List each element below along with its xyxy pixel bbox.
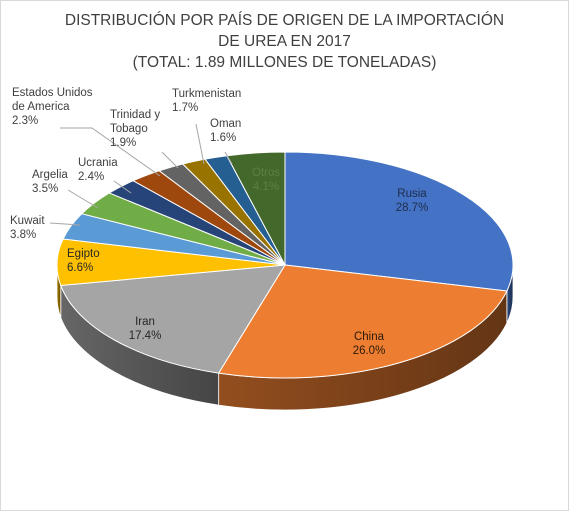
leader-line-argelia (67, 189, 99, 209)
slice-rusia (284, 151, 514, 292)
data-label-category: Kuwait (10, 215, 45, 227)
data-label-value: 2.3% (12, 115, 38, 127)
data-label-category: Tobago (110, 123, 148, 135)
data-label-value: 1.6% (210, 132, 236, 144)
data-label-kuwait: Kuwait 3.8% (10, 215, 45, 241)
leader-line-kuwait (49, 222, 81, 226)
data-label-value: 28.7% (396, 202, 429, 214)
data-label-category: Rusia (397, 188, 427, 200)
data-label-value: 4.1% (253, 181, 279, 193)
data-label-category: Oman (210, 118, 241, 130)
data-label-category: Estados Unidos (12, 87, 93, 99)
data-label-category: China (354, 331, 385, 343)
data-label-category: Otros (252, 167, 280, 179)
data-label-value: 1.9% (110, 137, 136, 149)
data-label-category: de America (12, 101, 70, 113)
data-label-rusia: Rusia 28.7% (396, 188, 429, 214)
data-label-category: Iran (135, 316, 155, 328)
data-label-otros: Otros 4.1% (252, 167, 280, 193)
pie-slices (56, 151, 514, 379)
data-label-category: Ucrania (78, 157, 118, 169)
chart-title-line-1: DISTRIBUCIÓN POR PAÍS DE ORIGEN DE LA IM… (64, 12, 505, 29)
data-label-value: 3.5% (32, 183, 58, 195)
slice-iran (60, 264, 286, 374)
data-label-china: China 26.0% (353, 331, 386, 357)
data-label-value: 1.7% (172, 102, 198, 114)
data-label-value: 2.4% (78, 171, 104, 183)
data-label-estados-unidos: Estados Unidos de America 2.3% (12, 87, 93, 127)
data-label-value: 6.6% (67, 262, 93, 274)
leader-line-ucrania (113, 180, 132, 194)
slice-china (217, 264, 508, 379)
chart-title-line-2: DE UREA EN 2017 (218, 33, 351, 50)
data-label-value: 26.0% (353, 345, 386, 357)
leader-line-oman (224, 151, 233, 165)
data-label-category: Turkmenistan (172, 88, 241, 100)
data-label-oman: Oman 1.6% (210, 118, 241, 144)
data-label-category: Argelia (32, 169, 68, 181)
leader-line-turkmenistan (195, 123, 205, 165)
data-label-turkmenistan: Turkmenistan 1.7% (172, 88, 241, 114)
data-label-value: 17.4% (129, 330, 162, 342)
leader-line-estados-unidos (60, 127, 161, 177)
chart-title-line-3: (TOTAL: 1.89 MILLONES DE TONELADAS) (132, 54, 437, 71)
data-label-trinidad-y: Trinidad y Tobago 1.9% (110, 109, 160, 149)
data-label-argelia: Argelia 3.5% (32, 169, 68, 195)
data-label-ucrania: Ucrania 2.4% (78, 157, 118, 183)
data-label-iran: Iran 17.4% (129, 316, 162, 342)
data-labels: Rusia 28.7% China 26.0% Iran 17.4% Egipto 6.6% K… (10, 87, 428, 357)
leader-line-trinidad-y (161, 151, 179, 169)
chart-title: DISTRIBUCIÓN POR PAÍS DE ORIGEN DE LA IM… (0, 10, 569, 73)
data-label-category: Egipto (67, 248, 100, 260)
data-label-category: Trinidad y (110, 109, 160, 121)
leader-lines (49, 123, 233, 226)
data-label-value: 3.8% (10, 229, 36, 241)
data-label-egipto: Egipto 6.6% (67, 248, 100, 274)
